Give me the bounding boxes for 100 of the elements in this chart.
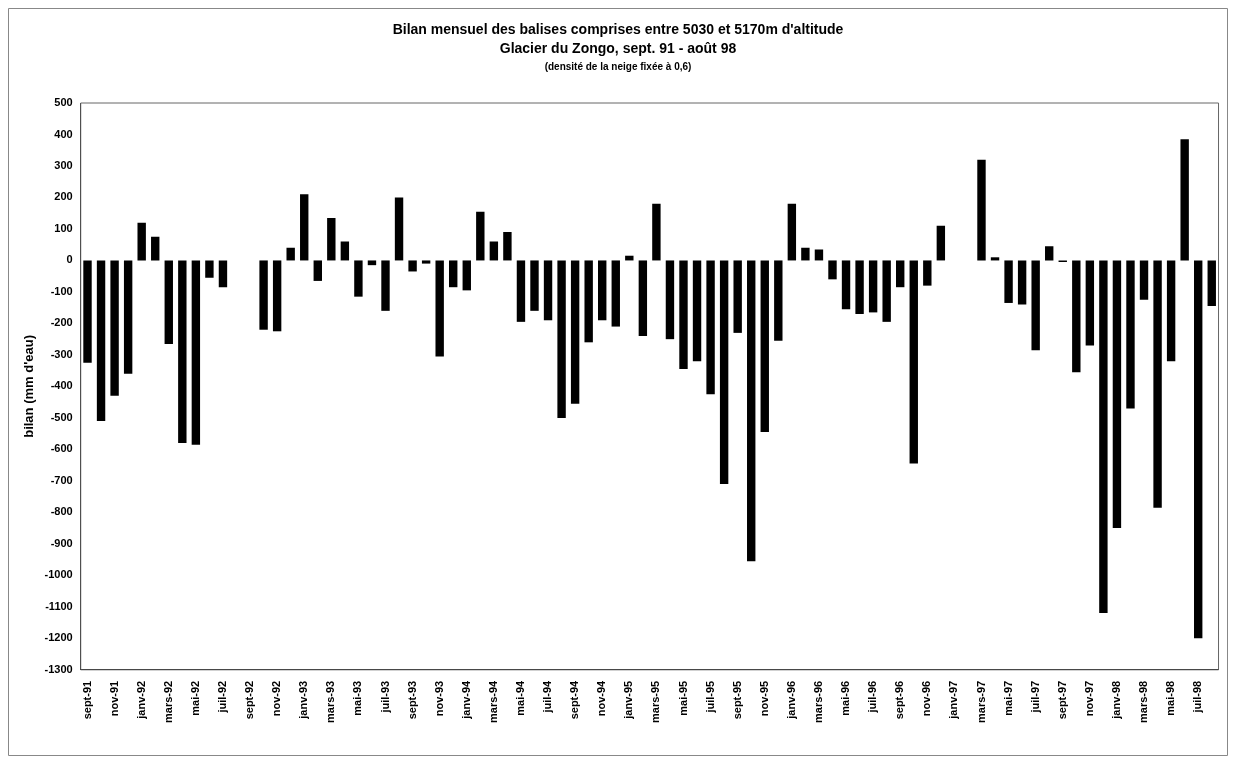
- bar: [923, 260, 932, 286]
- bar: [543, 260, 553, 321]
- x-tick-label: nov-97: [1082, 680, 1095, 717]
- bar: [1139, 260, 1149, 300]
- bar: [570, 260, 580, 404]
- bar: [408, 260, 417, 272]
- bar: [1099, 260, 1108, 614]
- y-tick-label: -800: [50, 505, 73, 518]
- y-tick-label: 500: [54, 96, 73, 109]
- bar: [435, 260, 444, 357]
- y-tick-label: 300: [54, 159, 73, 172]
- x-tick-label: mai-96: [839, 680, 852, 716]
- bar: [1166, 260, 1176, 362]
- x-tick-label: juil-95: [703, 680, 716, 714]
- x-tick-label: sept-92: [243, 680, 256, 720]
- bar: [191, 260, 201, 445]
- bar: [814, 249, 824, 261]
- bar: [598, 260, 607, 321]
- bar: [787, 203, 797, 261]
- x-tick-label: mai-92: [188, 680, 201, 716]
- y-tick-label: -900: [50, 536, 73, 549]
- x-tick-label: juil-93: [378, 680, 391, 714]
- bar: [1045, 246, 1054, 261]
- bar: [476, 211, 485, 261]
- bar: [896, 260, 905, 288]
- x-tick-label: janv-92: [134, 680, 147, 720]
- bar: [774, 260, 783, 341]
- bar: [977, 159, 986, 261]
- bar: [489, 241, 499, 261]
- bar: [679, 260, 688, 370]
- bar: [300, 194, 309, 261]
- bar: [110, 260, 119, 396]
- y-tick-label: 100: [54, 221, 73, 234]
- bar: [990, 257, 1000, 261]
- bar: [1031, 260, 1040, 351]
- bar: [652, 203, 661, 261]
- bar: [516, 260, 526, 322]
- bar: [96, 260, 106, 422]
- bar: [218, 260, 228, 288]
- bar: [760, 260, 769, 433]
- bar: [462, 260, 471, 291]
- bar: [611, 260, 620, 327]
- x-tick-label: mai-97: [1001, 680, 1014, 716]
- bar: [354, 260, 363, 297]
- bar: [706, 260, 715, 395]
- bar: [1207, 260, 1216, 307]
- bar: [272, 260, 282, 332]
- bar: [449, 260, 458, 288]
- bar: [882, 260, 891, 322]
- x-tick-label: juil-96: [866, 680, 879, 714]
- y-tick-label: -200: [50, 316, 73, 329]
- bar: [801, 247, 810, 261]
- y-tick-label: -700: [50, 473, 73, 486]
- x-tick-label: sept-96: [893, 680, 906, 720]
- y-tick-label: -1000: [44, 568, 73, 581]
- bar: [1085, 260, 1095, 346]
- bar: [638, 260, 648, 337]
- x-tick-label: nov-95: [757, 680, 770, 717]
- x-tick-label: mars-95: [649, 680, 662, 724]
- x-tick-label: juil-94: [541, 679, 554, 714]
- bar: [665, 260, 675, 340]
- bar: [1072, 260, 1081, 373]
- bar: [151, 236, 160, 261]
- bar: [868, 260, 878, 313]
- x-tick-label: janv-97: [947, 680, 960, 720]
- x-tick-label: nov-91: [107, 680, 120, 717]
- bar: [123, 260, 133, 374]
- bar: [503, 232, 512, 261]
- x-tick-label: mars-98: [1137, 680, 1150, 724]
- y-tick-label: -600: [50, 442, 73, 455]
- x-tick-label: janv-94: [459, 679, 472, 720]
- x-tick-label: nov-92: [270, 680, 283, 717]
- y-tick-label: 200: [54, 190, 73, 203]
- x-tick-label: juil-92: [215, 680, 228, 714]
- x-tick-label: sept-94: [568, 679, 581, 720]
- x-tick-label: sept-95: [730, 680, 743, 720]
- bar: [530, 260, 539, 311]
- x-tick-label: nov-93: [432, 680, 445, 717]
- x-tick-label: juil-98: [1191, 680, 1204, 714]
- bar: [381, 260, 390, 311]
- bar: [367, 260, 377, 266]
- x-tick-label: mars-96: [811, 680, 824, 724]
- x-tick-label: mai-98: [1164, 680, 1177, 716]
- y-tick-label: -100: [50, 284, 73, 297]
- x-tick-label: janv-93: [297, 680, 310, 720]
- x-tick-label: mars-92: [161, 680, 174, 724]
- y-tick-label: -1200: [44, 631, 73, 644]
- y-tick-label: -400: [50, 379, 73, 392]
- bar: [855, 260, 864, 314]
- bar: [909, 260, 918, 464]
- bar: [83, 260, 92, 363]
- bar: [584, 260, 593, 343]
- bar: [327, 217, 336, 261]
- x-tick-label: janv-95: [622, 680, 635, 720]
- bar: [828, 260, 837, 280]
- bar: [1194, 260, 1203, 639]
- y-tick-label: 400: [54, 127, 73, 140]
- x-tick-label: mars-97: [974, 680, 987, 724]
- bar: [178, 260, 187, 444]
- y-tick-label: -1100: [45, 599, 73, 612]
